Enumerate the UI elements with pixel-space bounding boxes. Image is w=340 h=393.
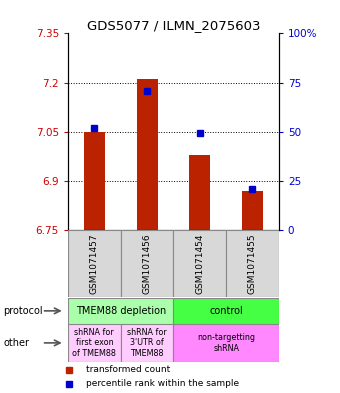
Text: GSM1071455: GSM1071455 bbox=[248, 233, 257, 294]
Bar bbox=[226, 230, 279, 297]
Bar bbox=[68, 230, 121, 297]
Bar bbox=[189, 154, 210, 230]
Text: TMEM88 depletion: TMEM88 depletion bbox=[75, 306, 166, 316]
Bar bbox=[68, 324, 121, 362]
Bar bbox=[173, 298, 279, 324]
Title: GDS5077 / ILMN_2075603: GDS5077 / ILMN_2075603 bbox=[87, 19, 260, 32]
Text: GSM1071456: GSM1071456 bbox=[142, 233, 152, 294]
Text: other: other bbox=[3, 338, 29, 348]
Text: GSM1071454: GSM1071454 bbox=[195, 233, 204, 294]
Bar bbox=[136, 79, 158, 230]
Bar bbox=[121, 324, 173, 362]
Text: non-targetting
shRNA: non-targetting shRNA bbox=[197, 333, 255, 353]
Text: transformed count: transformed count bbox=[86, 365, 170, 374]
Text: shRNA for
first exon
of TMEM88: shRNA for first exon of TMEM88 bbox=[72, 328, 116, 358]
Bar bbox=[242, 191, 263, 230]
Bar bbox=[173, 230, 226, 297]
Text: percentile rank within the sample: percentile rank within the sample bbox=[86, 380, 239, 388]
Bar bbox=[84, 132, 105, 230]
Bar bbox=[121, 230, 173, 297]
Text: GSM1071457: GSM1071457 bbox=[90, 233, 99, 294]
Text: control: control bbox=[209, 306, 243, 316]
Bar bbox=[173, 324, 279, 362]
Text: shRNA for
3'UTR of
TMEM88: shRNA for 3'UTR of TMEM88 bbox=[127, 328, 167, 358]
Bar bbox=[68, 298, 173, 324]
Text: protocol: protocol bbox=[3, 306, 43, 316]
